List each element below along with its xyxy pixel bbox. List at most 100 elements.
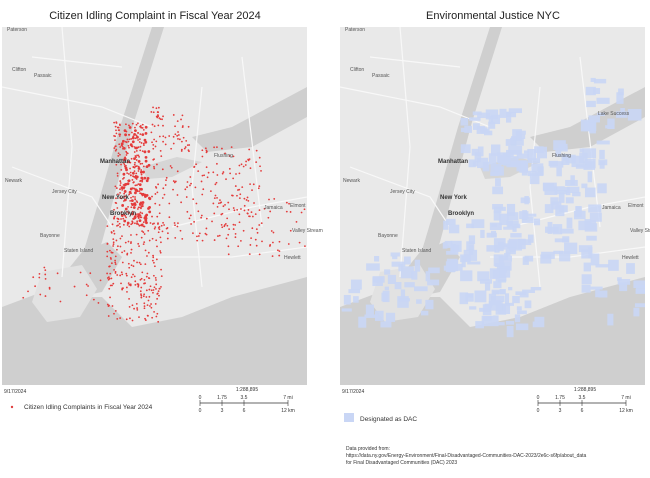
dac-area bbox=[499, 289, 506, 295]
place-label: Paterson bbox=[7, 27, 27, 33]
dac-area bbox=[479, 307, 491, 312]
dac-area bbox=[477, 146, 484, 157]
complaint-dot bbox=[130, 264, 133, 267]
complaint-dot bbox=[127, 140, 130, 143]
complaint-dot bbox=[160, 285, 162, 288]
dac-area bbox=[488, 153, 497, 165]
complaint-dot bbox=[140, 296, 143, 299]
complaint-dot bbox=[228, 228, 231, 230]
dac-area bbox=[534, 146, 544, 154]
complaint-dot bbox=[184, 188, 187, 191]
place-label: Hewlett bbox=[284, 255, 301, 261]
dac-area bbox=[414, 259, 421, 272]
dac-area bbox=[425, 271, 431, 282]
complaint-dot bbox=[119, 317, 122, 319]
complaint-dot bbox=[115, 129, 117, 132]
complaint-dot bbox=[251, 227, 254, 230]
complaint-dot bbox=[108, 304, 110, 307]
complaint-dot bbox=[216, 162, 218, 165]
complaint-dot bbox=[116, 172, 119, 175]
complaint-dot bbox=[128, 173, 130, 175]
complaint-dot bbox=[114, 263, 117, 265]
place-label: Bayonne bbox=[40, 233, 60, 239]
complaint-dot bbox=[159, 251, 162, 254]
dac-area bbox=[572, 191, 581, 197]
complaint-dot bbox=[146, 272, 149, 275]
complaint-dot bbox=[138, 245, 140, 248]
complaint-dot bbox=[158, 117, 161, 120]
dac-area bbox=[488, 116, 493, 125]
dac-area bbox=[607, 118, 615, 130]
dac-area bbox=[507, 212, 519, 221]
complaint-dot bbox=[250, 237, 253, 240]
complaint-dot bbox=[113, 134, 115, 137]
complaint-dot bbox=[137, 132, 140, 134]
complaint-dot bbox=[188, 144, 191, 146]
complaint-dot bbox=[205, 166, 208, 169]
complaint-dot bbox=[271, 255, 274, 258]
complaint-dot bbox=[142, 295, 145, 298]
complaint-dot bbox=[213, 212, 216, 215]
complaint-dot bbox=[200, 180, 203, 183]
complaint-dot bbox=[110, 251, 113, 254]
complaint-dot bbox=[239, 193, 242, 196]
complaint-dot bbox=[73, 285, 76, 288]
complaint-dot bbox=[152, 274, 155, 277]
complaint-dot bbox=[152, 289, 155, 291]
complaint-dot bbox=[238, 213, 241, 216]
dac-area bbox=[508, 145, 523, 155]
complaint-dot bbox=[157, 290, 160, 293]
complaint-dot bbox=[257, 187, 260, 190]
complaint-dot bbox=[128, 225, 131, 228]
complaint-dot bbox=[187, 149, 190, 152]
complaint-dot bbox=[181, 114, 184, 117]
complaint-dot bbox=[234, 224, 237, 226]
map: Paterson Clifton Passaic Manhattan Newark Jer… bbox=[339, 26, 650, 386]
complaint-dot bbox=[135, 123, 138, 126]
complaint-dot bbox=[250, 211, 253, 214]
complaint-dot bbox=[134, 161, 136, 164]
complaint-dot bbox=[129, 174, 132, 177]
complaint-dot bbox=[220, 223, 223, 226]
complaint-dot bbox=[141, 162, 144, 165]
dac-area bbox=[493, 210, 501, 221]
complaint-dot bbox=[246, 212, 249, 215]
complaint-dot bbox=[153, 310, 155, 313]
dac-area bbox=[565, 179, 578, 186]
complaint-dot bbox=[32, 276, 35, 279]
complaint-dot bbox=[158, 287, 161, 290]
dac-area bbox=[404, 282, 415, 288]
complaint-dot bbox=[154, 303, 157, 305]
complaint-dot bbox=[131, 136, 135, 140]
complaint-dot bbox=[120, 197, 123, 200]
complaint-dot bbox=[151, 123, 154, 126]
complaint-dot bbox=[129, 283, 132, 286]
complaint-dot bbox=[140, 205, 143, 207]
dac-area bbox=[400, 266, 414, 279]
dac-area bbox=[588, 115, 600, 123]
dac-area bbox=[558, 205, 568, 213]
complaint-dot bbox=[27, 290, 29, 293]
complaint-dot bbox=[141, 133, 145, 136]
complaint-dot bbox=[227, 201, 230, 204]
complaint-dot bbox=[142, 128, 145, 131]
complaint-dot bbox=[197, 170, 200, 172]
complaint-dot bbox=[140, 187, 143, 191]
complaint-dot bbox=[131, 210, 134, 213]
complaint-dot bbox=[129, 143, 133, 147]
complaint-dot bbox=[154, 277, 157, 279]
complaint-dot bbox=[143, 195, 147, 198]
complaint-dot bbox=[140, 294, 143, 297]
dac-area bbox=[391, 261, 406, 267]
place-label: Passaic bbox=[372, 73, 390, 79]
complaint-dot bbox=[139, 224, 142, 227]
dac-area bbox=[350, 279, 362, 290]
complaint-dot bbox=[201, 174, 204, 177]
complaint-dot bbox=[116, 274, 119, 276]
complaint-dot bbox=[141, 271, 144, 274]
complaint-dot bbox=[44, 269, 47, 272]
scale-label: 3.5 bbox=[579, 395, 586, 401]
complaint-dot bbox=[108, 287, 111, 290]
complaint-dot bbox=[122, 217, 125, 220]
complaint-dot bbox=[119, 153, 121, 156]
